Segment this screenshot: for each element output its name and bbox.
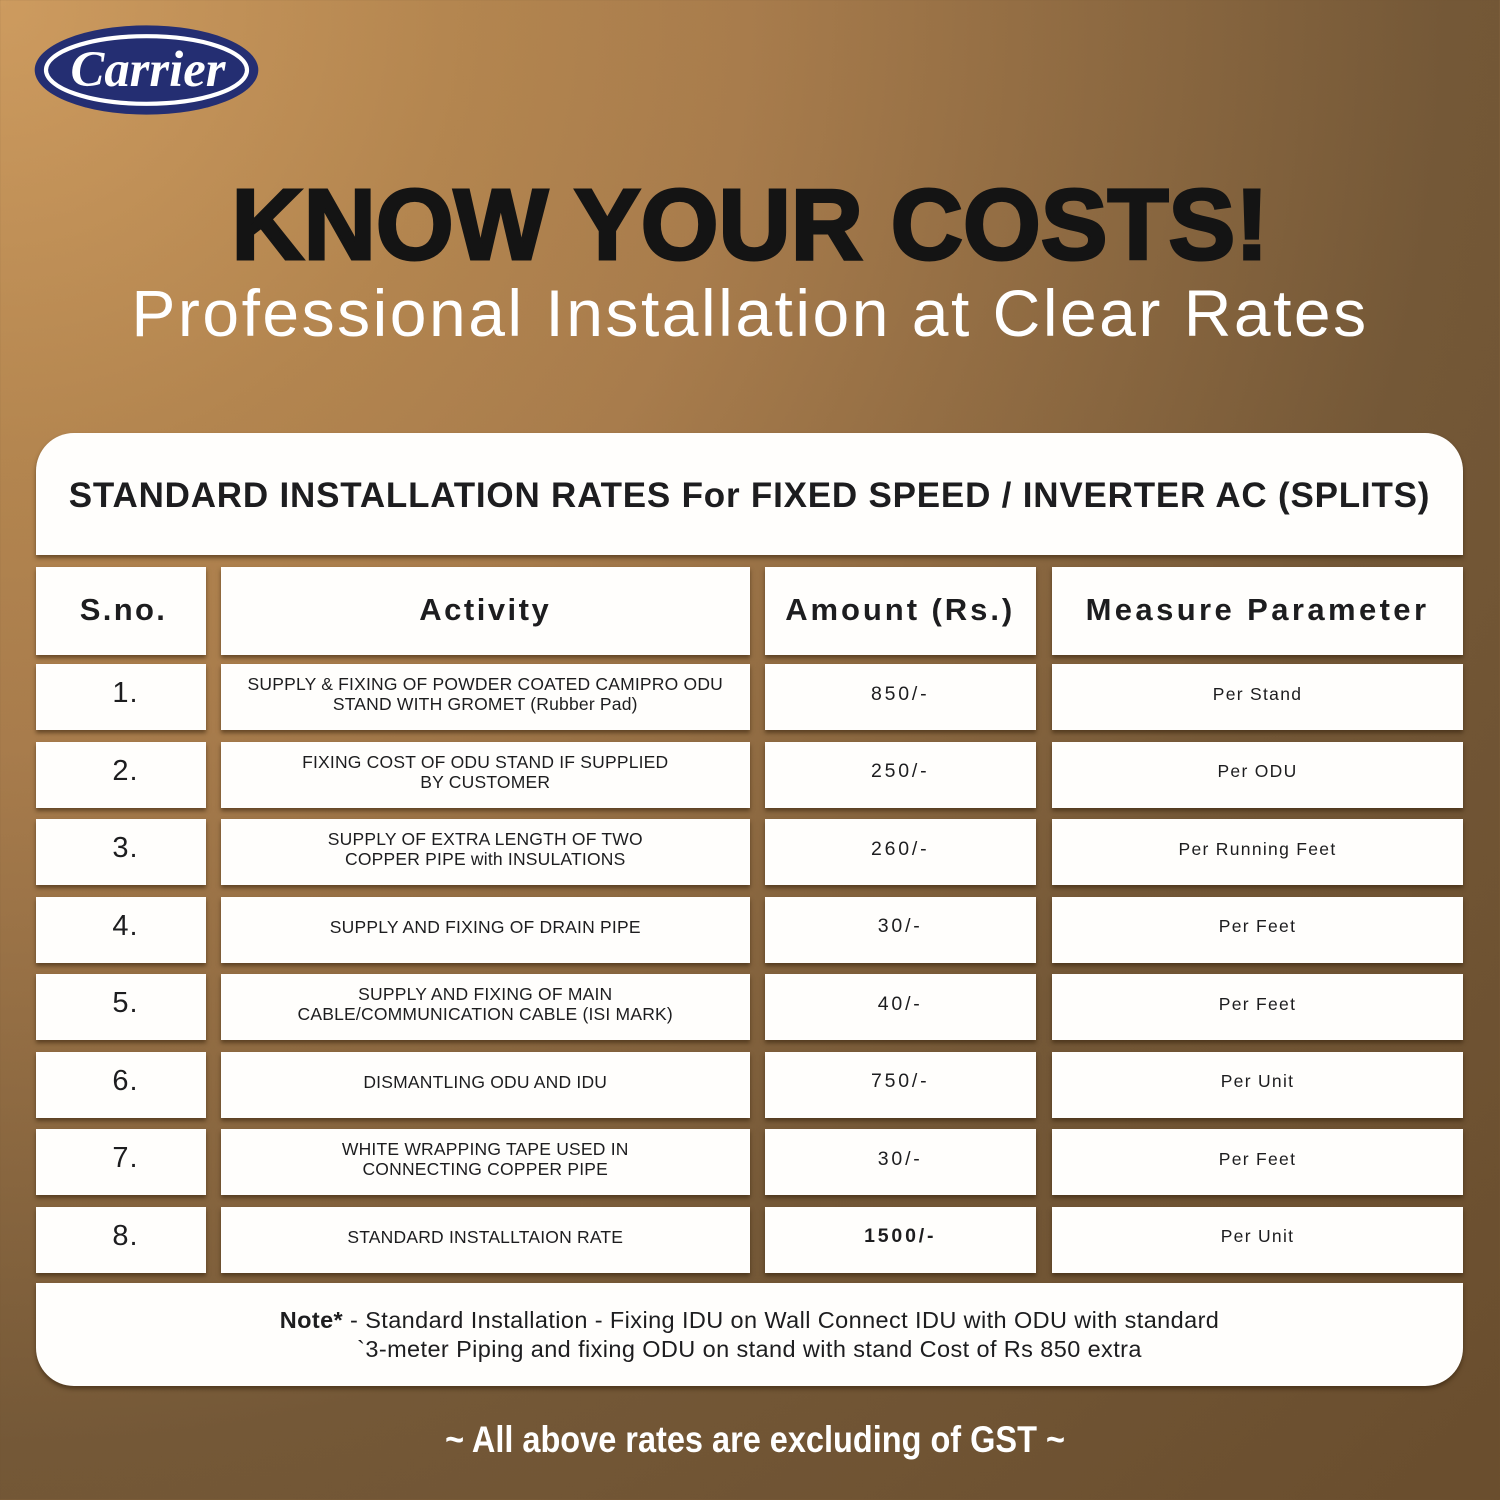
svg-text:Carrier: Carrier [71, 42, 227, 98]
